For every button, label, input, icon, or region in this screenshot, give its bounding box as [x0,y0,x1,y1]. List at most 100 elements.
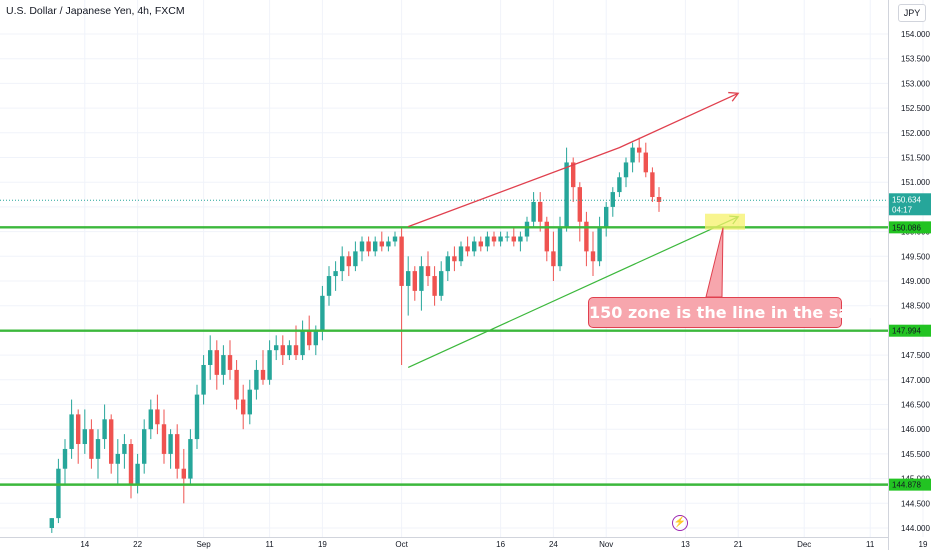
candle-body [142,429,147,464]
x-tick-label: 11 [866,540,875,549]
candle-body [584,221,589,252]
candle-body [425,266,431,277]
candle-body [564,162,569,227]
candle-body [320,295,325,331]
candle-body [313,330,318,346]
currency-selector[interactable]: JPY [898,4,926,22]
candle-body [472,241,477,252]
channel-upper-line [407,92,739,228]
candle-body [604,206,609,227]
candle-body [234,369,239,400]
candle-body [326,276,332,296]
candle-body [188,439,193,479]
candle-body [300,330,305,356]
x-tick-label: Sep [196,540,211,549]
x-tick-label: 13 [681,540,690,549]
candle-body [307,330,312,346]
candle-body [465,246,470,252]
candle-body [241,399,246,415]
candle-body [194,394,200,440]
candle-body [115,453,120,464]
candle-body [458,246,464,262]
candle-body [274,345,279,351]
candle-body [208,350,213,365]
y-tick-label: 152.000 [901,129,930,138]
candle-body [260,369,266,380]
x-tick-label: Oct [395,540,408,549]
candle-body [155,409,160,425]
candle-body [168,434,173,454]
candle-body [95,439,101,459]
candle-body [518,236,523,242]
annotation-callout: 150 zone is the line in the sand [588,297,872,328]
y-tick-label: 147.000 [901,376,930,385]
candle-body [399,236,404,286]
candle-body [439,271,444,296]
y-tick-label: 147.500 [901,351,930,360]
x-tick-label: 14 [80,540,89,549]
support-145-label: 144.878 [892,481,921,490]
candle-body [412,271,417,291]
candle-body [340,256,345,272]
callout-pointer [705,227,724,298]
channel-upper-arrow [728,91,740,102]
candle-body [148,409,153,430]
candle-body [287,345,292,356]
x-tick-label: 19 [919,540,928,549]
candle-body [56,468,61,519]
y-tick-label: 149.500 [901,252,930,261]
x-tick-label: 16 [496,540,505,549]
candle-body [610,192,615,207]
candle-body [82,429,87,445]
candle-body [630,147,635,163]
candle-body [452,256,457,262]
candle-body [293,345,299,356]
candle-body [280,345,285,356]
candle-body [135,463,140,484]
y-tick-label: 152.500 [901,104,930,113]
channel-lower-line [407,216,739,368]
candle-body [346,256,351,267]
candle-body [62,448,68,469]
candle-body [379,241,384,247]
y-tick-label: 144.500 [901,499,930,508]
candle-body [531,201,536,222]
x-tick-label: 11 [265,540,274,549]
x-tick-label: 19 [318,540,327,549]
candle-body [505,236,510,238]
candle-body [524,221,530,237]
candle-body [353,251,358,267]
candle-body [359,241,365,252]
highlight-zone [705,213,745,230]
candle-body [557,226,563,267]
x-tick-label: 21 [734,540,743,549]
candle-body [69,414,74,449]
current-price-badge [889,193,931,216]
y-tick-label: 146.500 [901,401,930,410]
candle-body [214,350,219,375]
candle-body [181,468,186,479]
candle-body [221,355,226,375]
candle-body [650,172,655,198]
candle-body [577,187,582,222]
candle-body [498,236,503,242]
candle-body [102,419,107,440]
candle-body [109,419,114,464]
y-tick-label: 153.500 [901,55,930,64]
candle-body [254,369,259,390]
candle-body [538,201,543,222]
support-148-label-bg [889,324,931,337]
candle-body [445,256,450,272]
candle-body [267,350,272,380]
x-tick-label: 24 [549,540,558,549]
candle-body [201,364,206,395]
x-tick-label: 22 [133,540,142,549]
candle-body [656,197,662,202]
y-tick-label: 151.000 [901,178,930,187]
candle-body [511,236,516,242]
countdown-label: 04:17 [892,205,913,214]
y-tick-label: 148.500 [901,302,930,311]
flash-icon[interactable]: ⚡ [672,515,688,531]
x-tick-label: Nov [599,540,613,549]
